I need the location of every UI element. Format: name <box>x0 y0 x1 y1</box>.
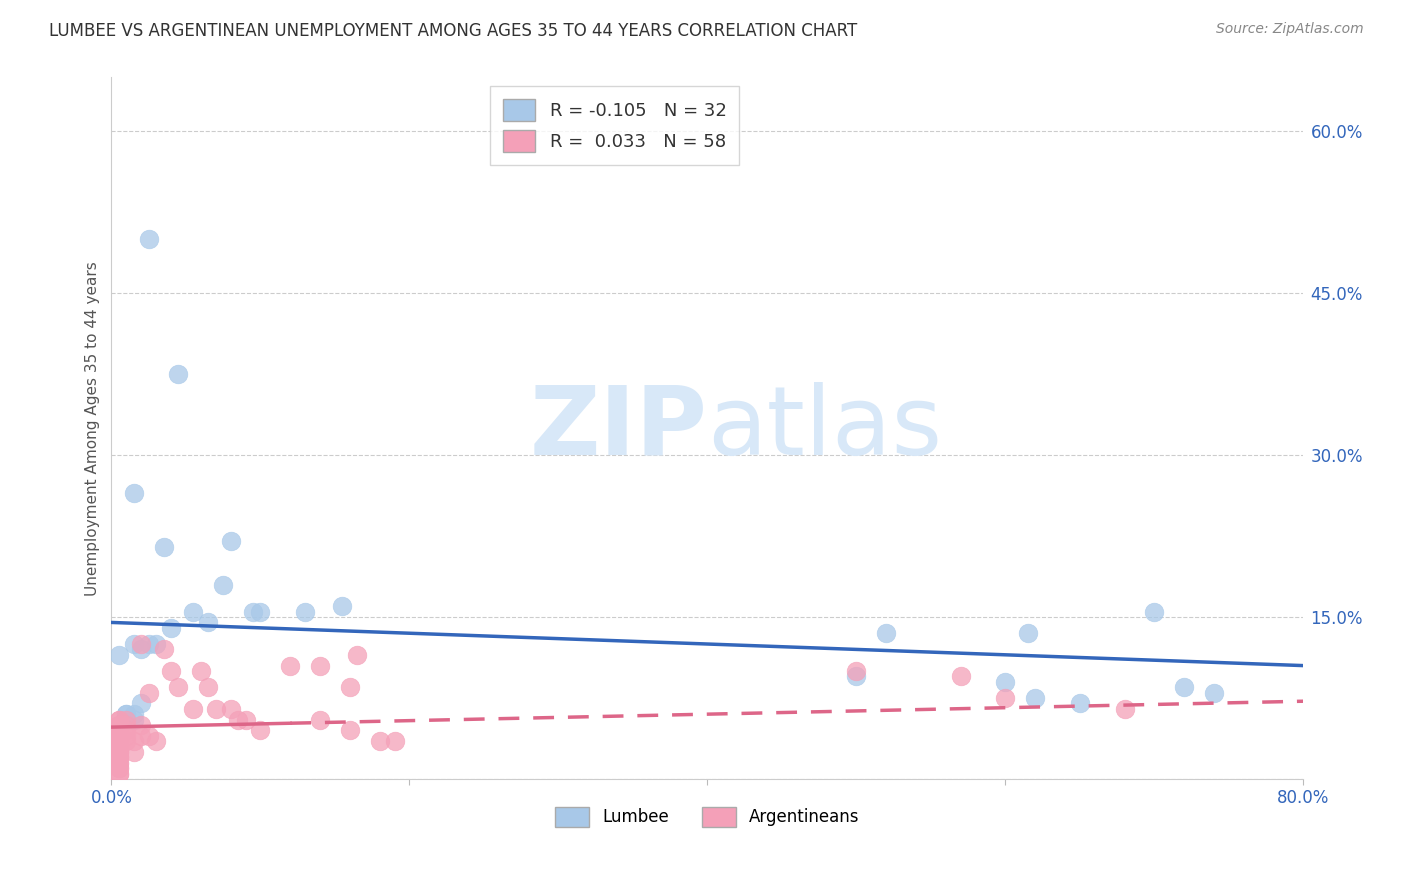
Point <box>197 680 219 694</box>
Point <box>129 697 152 711</box>
Point <box>108 648 131 662</box>
Point <box>339 680 361 694</box>
Point <box>108 734 131 748</box>
Point <box>108 718 131 732</box>
Point <box>108 723 131 738</box>
Point <box>226 713 249 727</box>
Point <box>994 690 1017 705</box>
Point <box>249 605 271 619</box>
Text: ZIP: ZIP <box>530 382 707 475</box>
Point <box>152 642 174 657</box>
Point <box>138 232 160 246</box>
Point <box>384 734 406 748</box>
Point <box>108 739 131 754</box>
Point <box>129 729 152 743</box>
Point <box>145 734 167 748</box>
Point <box>122 713 145 727</box>
Point <box>1173 680 1195 694</box>
Point <box>845 669 868 683</box>
Point <box>339 723 361 738</box>
Point <box>129 718 152 732</box>
Point <box>949 669 972 683</box>
Point <box>138 637 160 651</box>
Point <box>108 729 131 743</box>
Point <box>1069 697 1091 711</box>
Point <box>183 605 205 619</box>
Point <box>346 648 368 662</box>
Point <box>108 713 131 727</box>
Legend: Lumbee, Argentineans: Lumbee, Argentineans <box>548 800 866 834</box>
Point <box>115 718 138 732</box>
Point <box>994 674 1017 689</box>
Point <box>122 637 145 651</box>
Point <box>108 745 131 759</box>
Point <box>845 664 868 678</box>
Point <box>108 739 131 754</box>
Point <box>115 729 138 743</box>
Text: Source: ZipAtlas.com: Source: ZipAtlas.com <box>1216 22 1364 37</box>
Point <box>108 756 131 770</box>
Point <box>278 658 301 673</box>
Point <box>219 702 242 716</box>
Point <box>145 637 167 651</box>
Point <box>1114 702 1136 716</box>
Text: atlas: atlas <box>707 382 942 475</box>
Point <box>152 540 174 554</box>
Point <box>108 718 131 732</box>
Point <box>309 658 332 673</box>
Point <box>875 626 897 640</box>
Point <box>160 664 183 678</box>
Point <box>167 368 190 382</box>
Text: LUMBEE VS ARGENTINEAN UNEMPLOYMENT AMONG AGES 35 TO 44 YEARS CORRELATION CHART: LUMBEE VS ARGENTINEAN UNEMPLOYMENT AMONG… <box>49 22 858 40</box>
Point <box>108 750 131 764</box>
Point <box>1202 685 1225 699</box>
Point <box>294 605 316 619</box>
Point <box>108 761 131 775</box>
Point <box>332 599 354 614</box>
Point <box>115 713 138 727</box>
Point <box>108 756 131 770</box>
Point <box>108 734 131 748</box>
Point <box>249 723 271 738</box>
Point <box>108 713 131 727</box>
Point <box>197 615 219 630</box>
Point <box>242 605 264 619</box>
Point <box>1017 626 1039 640</box>
Point <box>309 713 332 727</box>
Point <box>160 621 183 635</box>
Point <box>122 486 145 500</box>
Point <box>138 685 160 699</box>
Point <box>183 702 205 716</box>
Point <box>212 577 235 591</box>
Point <box>129 637 152 651</box>
Point <box>190 664 212 678</box>
Point <box>1024 690 1046 705</box>
Point <box>108 729 131 743</box>
Point <box>219 534 242 549</box>
Point <box>122 745 145 759</box>
Point <box>115 723 138 738</box>
Point <box>115 734 138 748</box>
Point <box>108 766 131 780</box>
Point <box>108 761 131 775</box>
Point <box>115 707 138 722</box>
Point <box>129 642 152 657</box>
Point <box>122 734 145 748</box>
Point <box>204 702 226 716</box>
Point <box>138 729 160 743</box>
Y-axis label: Unemployment Among Ages 35 to 44 years: Unemployment Among Ages 35 to 44 years <box>86 260 100 596</box>
Point <box>108 745 131 759</box>
Point <box>167 680 190 694</box>
Point <box>115 707 138 722</box>
Point <box>122 707 145 722</box>
Point <box>108 723 131 738</box>
Point <box>108 766 131 780</box>
Point <box>108 750 131 764</box>
Point <box>1143 605 1166 619</box>
Point <box>368 734 391 748</box>
Point <box>235 713 257 727</box>
